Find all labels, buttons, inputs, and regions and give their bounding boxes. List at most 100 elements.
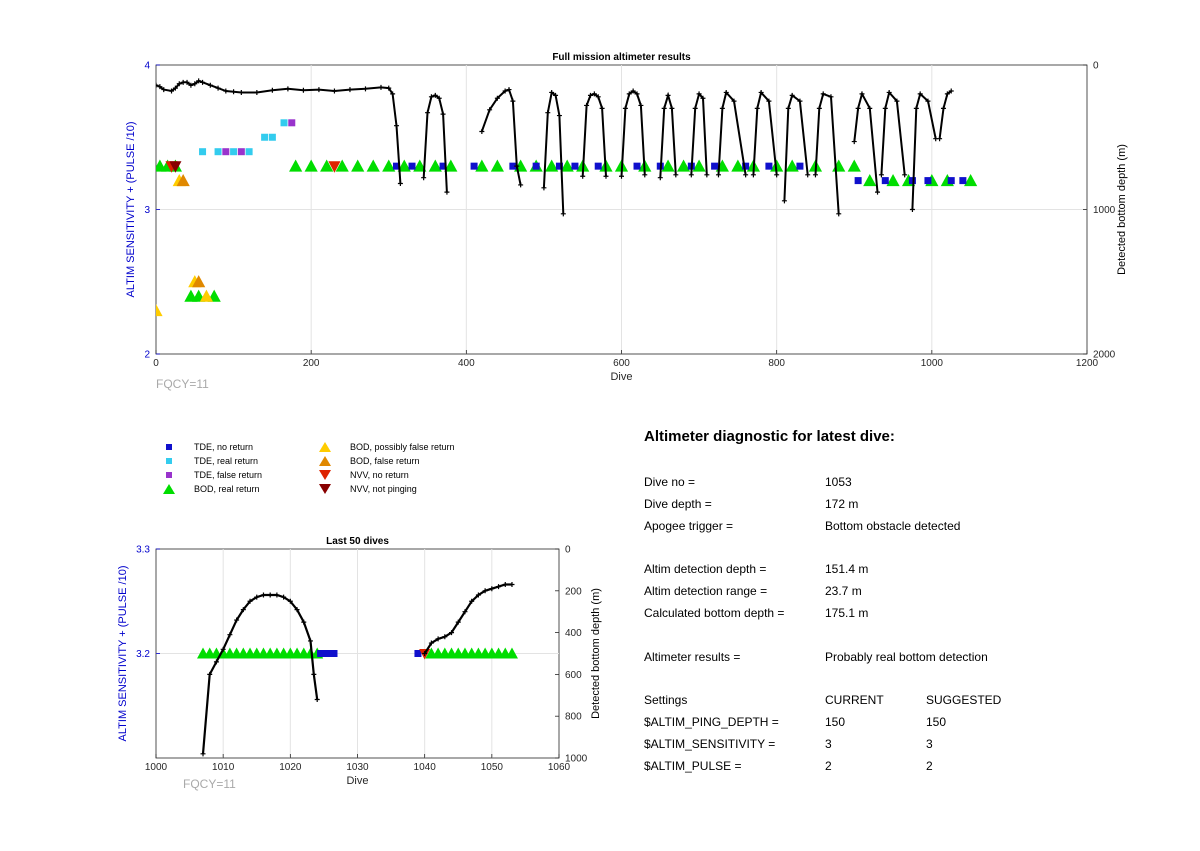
depth-point bbox=[622, 105, 628, 111]
tde-no-return-marker bbox=[908, 177, 916, 185]
depth-point bbox=[475, 592, 481, 598]
depth-point bbox=[719, 105, 725, 111]
legend-item: BOD, real return bbox=[160, 482, 260, 495]
depth-point bbox=[917, 91, 923, 97]
tde-no-return-marker bbox=[633, 162, 641, 170]
depth-point bbox=[603, 173, 609, 179]
bod-real-marker bbox=[847, 159, 861, 172]
x-tick-label: 200 bbox=[303, 358, 320, 369]
depth-point bbox=[378, 84, 384, 90]
diagnostic-title: Altimeter diagnostic for latest dive: bbox=[644, 428, 895, 445]
depth-point bbox=[867, 105, 873, 111]
tde-no-return-marker bbox=[571, 162, 579, 170]
y-axis-label: ALTIM SENSITIVITY + (PULSE /10) bbox=[125, 122, 137, 298]
tde-no-return-marker bbox=[947, 177, 955, 185]
depth-point bbox=[553, 92, 559, 98]
depth-point bbox=[238, 89, 244, 95]
detect-depth-value: 151.4 m bbox=[825, 562, 869, 576]
depth-point bbox=[816, 105, 822, 111]
depth-point bbox=[479, 128, 485, 134]
depth-point bbox=[859, 91, 865, 97]
bod-real-marker bbox=[335, 159, 349, 172]
depth-point bbox=[234, 617, 240, 623]
tde-real-marker bbox=[245, 148, 253, 156]
depth-point bbox=[545, 110, 551, 116]
depth-point bbox=[267, 592, 273, 598]
y-tick-label: 2 bbox=[144, 350, 150, 361]
depth-point bbox=[386, 85, 392, 91]
tde-no-return-marker bbox=[881, 177, 889, 185]
bod-real-marker bbox=[444, 159, 458, 172]
depth-point bbox=[669, 105, 675, 111]
apogee-value: Bottom obstacle detected bbox=[825, 519, 961, 533]
depth-point bbox=[215, 85, 221, 91]
tde-real-marker bbox=[280, 119, 288, 127]
y-tick-label: 3.3 bbox=[136, 545, 150, 556]
legend-item: NVV, no return bbox=[316, 468, 409, 481]
y2-tick-label: 2000 bbox=[1093, 350, 1116, 361]
depth-point bbox=[462, 609, 468, 615]
depth-point bbox=[502, 88, 508, 94]
nvv-no-return-marker bbox=[328, 161, 341, 173]
depth-point bbox=[556, 113, 562, 119]
depth-point bbox=[397, 180, 403, 186]
tde-false-marker bbox=[288, 119, 296, 127]
bod-real-marker bbox=[304, 159, 318, 172]
y2-axis-label: Detected bottom depth (m) bbox=[590, 588, 602, 719]
detect-depth-label: Altim detection depth = bbox=[644, 562, 767, 576]
depth-point bbox=[362, 86, 368, 92]
setting-current: 2 bbox=[825, 759, 832, 773]
depth-point bbox=[200, 751, 206, 757]
tde-no-return-marker bbox=[317, 650, 325, 657]
legend: TDE, no return TDE, real return TDE, false… bbox=[160, 440, 520, 500]
bod-real-marker bbox=[397, 159, 411, 172]
legend-item: BOD, false return bbox=[316, 454, 420, 467]
depth-point bbox=[172, 85, 178, 91]
depth-point bbox=[494, 95, 500, 101]
legend-item: TDE, real return bbox=[160, 454, 258, 467]
depth-point bbox=[240, 607, 246, 613]
legend-marker bbox=[319, 469, 331, 480]
bod-real-marker bbox=[964, 174, 978, 187]
bod-false-marker bbox=[176, 174, 190, 187]
depth-point bbox=[213, 659, 219, 665]
depth-point bbox=[940, 105, 946, 111]
bod-real-marker bbox=[490, 159, 504, 172]
setting-suggested: 2 bbox=[926, 759, 933, 773]
depth-point bbox=[281, 594, 287, 600]
legend-marker bbox=[163, 483, 175, 494]
setting-name: $ALTIM_PULSE = bbox=[644, 759, 742, 773]
bod-real-marker bbox=[382, 159, 396, 172]
results-label: Altimeter results = bbox=[644, 650, 741, 664]
depth-point bbox=[269, 87, 275, 93]
depth-line bbox=[542, 90, 565, 214]
legend-marker bbox=[166, 457, 172, 464]
depth-point bbox=[188, 82, 194, 88]
dive-depth-value: 172 m bbox=[825, 497, 859, 511]
y2-tick-label: 0 bbox=[1093, 61, 1099, 72]
depth-point bbox=[828, 94, 834, 100]
legend-label: BOD, possibly false return bbox=[350, 441, 455, 452]
tde-no-return-marker bbox=[408, 162, 416, 170]
legend-label: BOD, real return bbox=[194, 483, 260, 494]
tde-real-marker bbox=[261, 133, 269, 141]
depth-point bbox=[696, 91, 702, 97]
depth-point bbox=[192, 81, 198, 87]
y-tick-label: 4 bbox=[144, 61, 150, 72]
depth-point bbox=[634, 91, 640, 97]
depth-line bbox=[938, 90, 952, 139]
x-tick-label: 400 bbox=[458, 358, 475, 369]
depth-point bbox=[502, 582, 508, 588]
depth-point bbox=[227, 632, 233, 638]
depth-point bbox=[394, 123, 400, 129]
depth-point bbox=[797, 98, 803, 104]
depth-point bbox=[161, 87, 167, 93]
legend-label: BOD, false return bbox=[350, 455, 420, 466]
bod-real-marker bbox=[661, 159, 675, 172]
y-tick-label: 3.2 bbox=[136, 649, 150, 660]
depth-point bbox=[789, 92, 795, 98]
tde-no-return-marker bbox=[711, 162, 719, 170]
apogee-label: Apogee trigger = bbox=[644, 519, 734, 533]
setting-name: $ALTIM_PING_DEPTH = bbox=[644, 715, 779, 729]
